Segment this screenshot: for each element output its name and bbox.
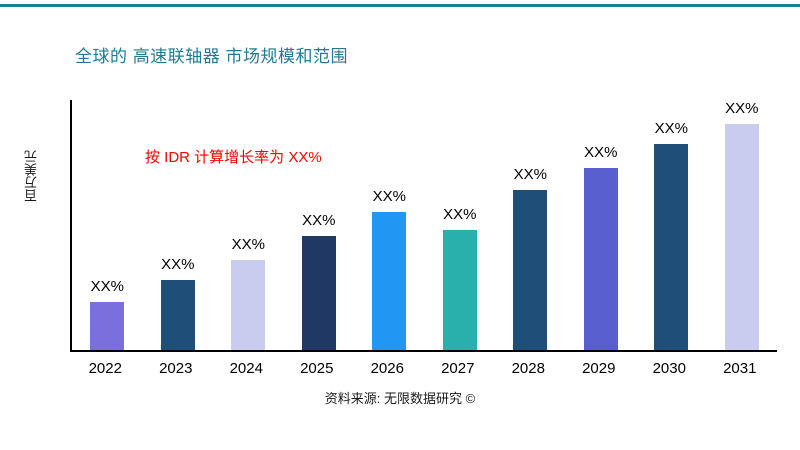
bar-slot-2030: XX% [636,100,707,350]
bar-slot-2025: XX% [284,100,355,350]
x-tick-2023: 2023 [159,360,193,377]
bar-value-label-2027: XX% [443,206,477,223]
bar-2023 [160,280,195,350]
bar-slot-2027: XX% [425,100,496,350]
bar-2030 [654,144,689,350]
bar-value-label-2024: XX% [231,236,265,253]
bar-2026 [372,212,407,350]
bar-value-label-2025: XX% [302,212,336,229]
x-tick-2028: 2028 [511,360,545,377]
bar-slot-2028: XX% [495,100,566,350]
bar-2025 [301,236,336,350]
x-tick-2029: 2029 [582,360,616,377]
bar-slot-2031: XX% [707,100,778,350]
bar-slot-2023: XX% [143,100,214,350]
plot-area: XX% XX% XX% XX% XX% XX% XX% XX% XX% XX% [70,100,777,352]
bar-value-label-2023: XX% [161,256,195,273]
growth-rate-annotation: 按 IDR 计算增长率为 XX% [145,149,322,166]
bar-value-label-2029: XX% [584,144,618,161]
x-tick-2024: 2024 [229,360,263,377]
bar-2022 [90,302,125,350]
x-tick-2030: 2030 [652,360,686,377]
x-tick-2027: 2027 [441,360,475,377]
x-tick-2026: 2026 [370,360,404,377]
bar-value-label-2026: XX% [372,188,406,205]
bar-value-label-2030: XX% [654,120,688,137]
bar-value-label-2028: XX% [513,166,547,183]
bar-slot-2024: XX% [213,100,284,350]
bar-2029 [583,168,618,350]
chart-title: 全球的 高速联轴器 市场规模和范围 [75,47,348,66]
bar-value-label-2022: XX% [90,278,124,295]
x-axis-labels: 2022 2023 2024 2025 2026 2027 2028 2029 2030 2031 [70,354,775,377]
x-tick-2025: 2025 [300,360,334,377]
bar-2027 [442,230,477,350]
bar-2028 [513,190,548,350]
top-accent-line [0,4,800,7]
bar-slot-2026: XX% [354,100,425,350]
bar-value-label-2031: XX% [725,100,759,117]
y-axis-label: 百万美元 [24,150,39,202]
source-caption: 资料来源: 无限数据研究 © [324,391,476,406]
x-tick-2031: 2031 [723,360,757,377]
bar-2024 [231,260,266,350]
bar-2031 [724,124,759,350]
x-tick-2022: 2022 [88,360,122,377]
bar-slot-2029: XX% [566,100,637,350]
bar-slot-2022: XX% [72,100,143,350]
